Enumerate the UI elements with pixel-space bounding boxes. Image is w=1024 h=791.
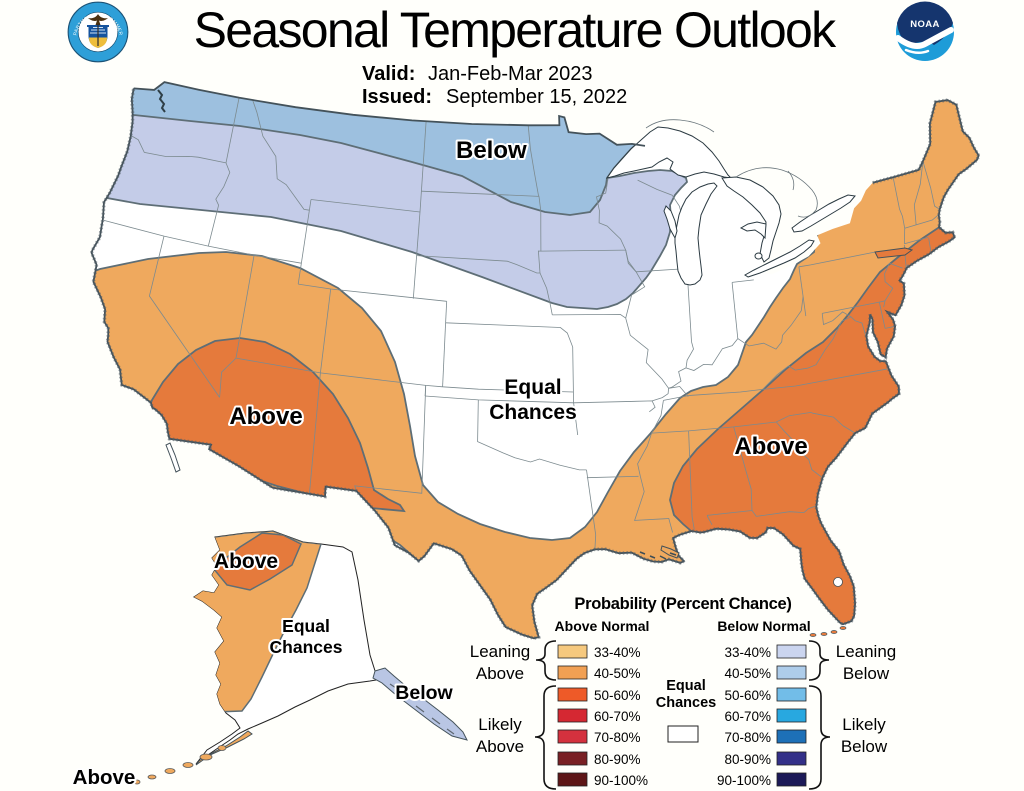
svg-text:80-90%: 80-90% xyxy=(724,752,771,767)
svg-text:Seasonal Temperature Outlook: Seasonal Temperature Outlook xyxy=(194,2,837,58)
svg-text:Equal: Equal xyxy=(666,678,705,694)
svg-text:Above: Above xyxy=(214,550,278,573)
svg-text:Above: Above xyxy=(734,433,807,460)
svg-text:Above Normal: Above Normal xyxy=(555,618,650,634)
svg-text:33-40%: 33-40% xyxy=(724,645,771,660)
svg-text:70-80%: 70-80% xyxy=(724,730,771,745)
svg-text:Valid:: Valid: xyxy=(362,63,415,85)
svg-text:Below Normal: Below Normal xyxy=(717,618,810,634)
svg-text:33-40%: 33-40% xyxy=(594,645,641,660)
svg-text:Leaning: Leaning xyxy=(470,642,531,661)
svg-text:60-70%: 60-70% xyxy=(594,709,641,724)
svg-text:Likely: Likely xyxy=(842,715,886,734)
svg-text:Below: Below xyxy=(456,137,527,164)
svg-text:Leaning: Leaning xyxy=(836,642,897,661)
svg-text:Below: Below xyxy=(841,737,888,756)
svg-text:NOAA: NOAA xyxy=(910,19,940,30)
svg-text:September 15, 2022: September 15, 2022 xyxy=(446,86,627,108)
svg-text:Issued:: Issued: xyxy=(362,86,432,108)
svg-text:40-50%: 40-50% xyxy=(594,666,641,681)
svg-text:40-50%: 40-50% xyxy=(724,666,771,681)
svg-text:Above: Above xyxy=(476,737,524,756)
svg-text:90-100%: 90-100% xyxy=(594,773,648,788)
svg-text:Above: Above xyxy=(476,664,524,683)
svg-text:Below: Below xyxy=(395,682,453,704)
svg-text:70-80%: 70-80% xyxy=(594,730,641,745)
svg-text:Chances: Chances xyxy=(270,637,343,657)
svg-text:Equal: Equal xyxy=(504,376,561,399)
svg-text:Chances: Chances xyxy=(656,695,716,711)
svg-text:Chances: Chances xyxy=(489,401,577,424)
svg-text:90-100%: 90-100% xyxy=(717,773,771,788)
svg-text:Above: Above xyxy=(73,766,136,789)
svg-text:50-60%: 50-60% xyxy=(724,688,771,703)
svg-text:Jan-Feb-Mar 2023: Jan-Feb-Mar 2023 xyxy=(428,63,593,85)
svg-text:50-60%: 50-60% xyxy=(594,688,641,703)
svg-text:Equal: Equal xyxy=(282,616,330,636)
svg-text:80-90%: 80-90% xyxy=(594,752,641,767)
svg-text:Probability (Percent Chance): Probability (Percent Chance) xyxy=(574,595,791,613)
svg-text:Below: Below xyxy=(843,664,890,683)
svg-text:Above: Above xyxy=(229,403,302,430)
svg-text:60-70%: 60-70% xyxy=(724,709,771,724)
svg-text:Likely: Likely xyxy=(478,715,522,734)
